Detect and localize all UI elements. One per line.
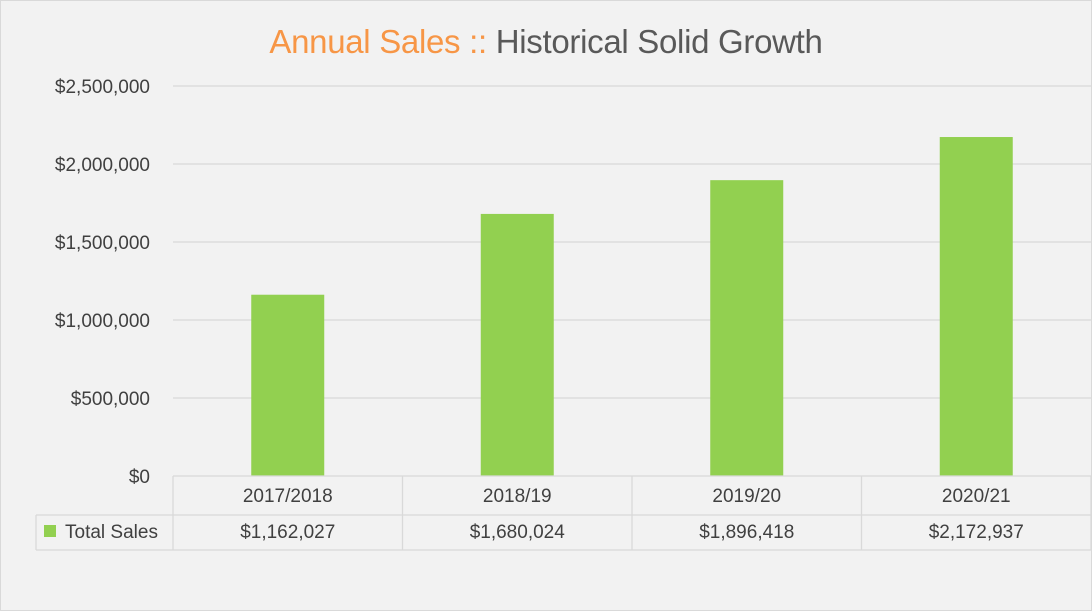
bar bbox=[251, 294, 325, 476]
y-tick-label: $1,000,000 bbox=[55, 311, 150, 332]
legend-label: Total Sales bbox=[65, 522, 158, 543]
chart-title: Annual Sales :: Historical Solid Growth bbox=[1, 23, 1091, 61]
data-label: $1,680,024 bbox=[470, 522, 566, 543]
y-tick-label: $1,500,000 bbox=[55, 233, 150, 254]
data-label: $1,896,418 bbox=[699, 522, 794, 543]
data-label: $1,162,027 bbox=[240, 522, 335, 543]
x-category-label: 2017/2018 bbox=[243, 486, 333, 507]
x-category-label: 2019/20 bbox=[712, 486, 781, 507]
bar bbox=[939, 137, 1013, 476]
bar bbox=[710, 180, 784, 476]
chart-title-secondary: Historical Solid Growth bbox=[495, 23, 823, 60]
y-tick-label: $500,000 bbox=[71, 389, 150, 410]
y-tick-label: $0 bbox=[129, 467, 150, 488]
y-tick-label: $2,000,000 bbox=[55, 155, 150, 176]
y-tick-label: $2,500,000 bbox=[55, 77, 150, 98]
bar bbox=[480, 213, 554, 476]
x-category-label: 2018/19 bbox=[483, 486, 552, 507]
x-category-label: 2020/21 bbox=[942, 486, 1011, 507]
data-label: $2,172,937 bbox=[929, 522, 1024, 543]
chart-title-primary: Annual Sales :: bbox=[269, 23, 487, 60]
legend-key bbox=[44, 525, 56, 537]
